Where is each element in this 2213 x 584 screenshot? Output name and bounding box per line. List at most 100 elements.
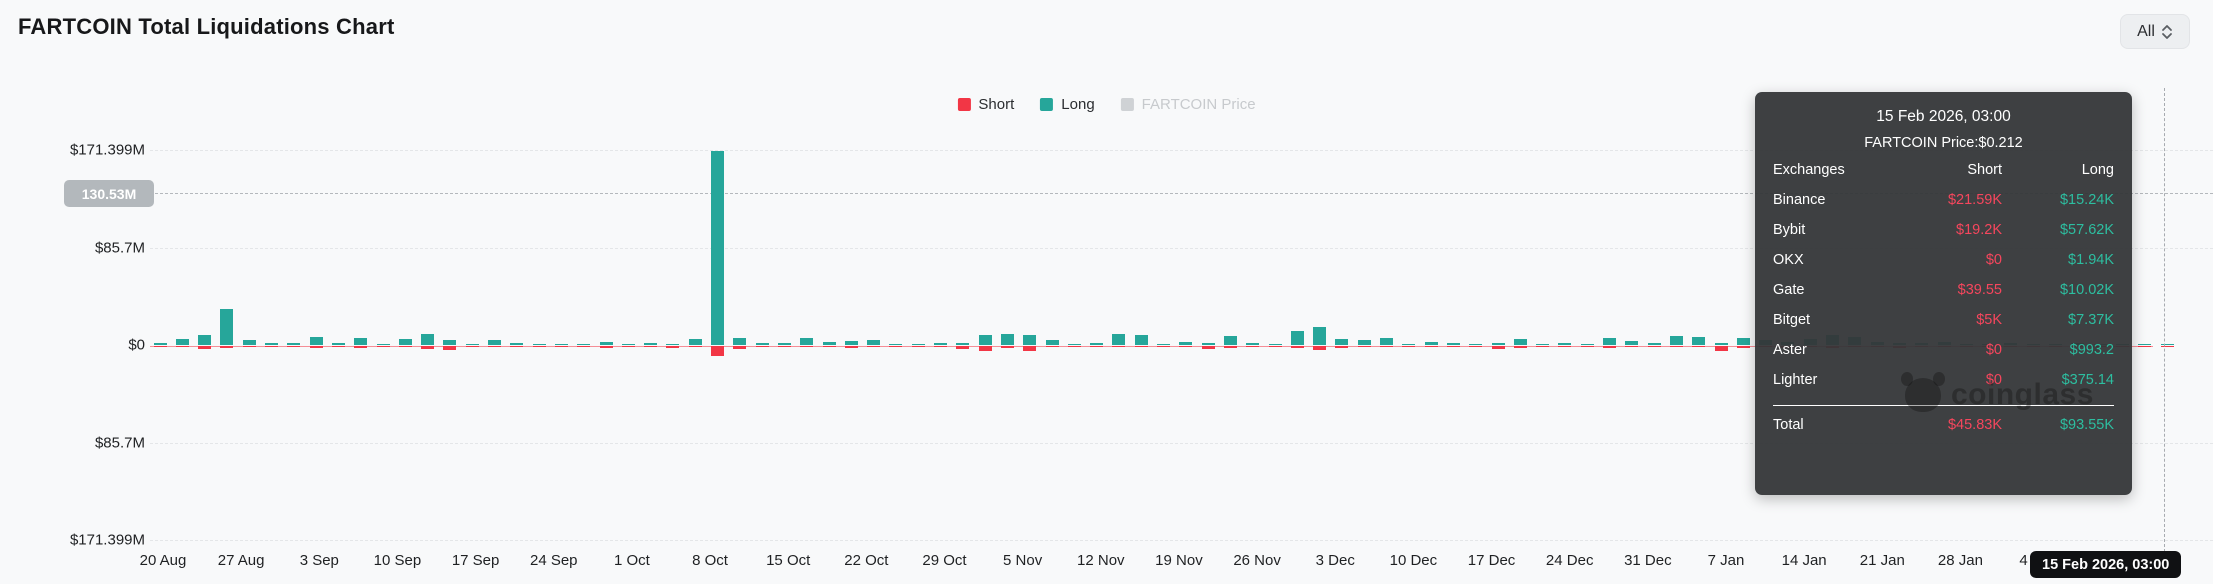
long-bar[interactable]	[956, 343, 970, 345]
long-bar[interactable]	[2160, 344, 2174, 345]
long-bar[interactable]	[265, 343, 278, 345]
short-bar[interactable]	[800, 346, 814, 348]
short-bar[interactable]	[1669, 346, 1683, 348]
short-bar[interactable]	[1513, 346, 1527, 348]
long-bar[interactable]	[599, 341, 613, 345]
short-bar[interactable]	[1313, 346, 1327, 350]
short-bar[interactable]	[2160, 346, 2174, 347]
long-bar[interactable]	[198, 334, 212, 345]
time-range-selector[interactable]: All	[2120, 14, 2190, 49]
long-bar[interactable]	[733, 338, 747, 345]
long-bar[interactable]	[688, 339, 702, 345]
short-bar[interactable]	[153, 346, 167, 347]
long-bar[interactable]	[287, 342, 301, 345]
long-bar[interactable]	[1335, 339, 1349, 345]
short-bar[interactable]	[376, 346, 390, 347]
long-bar[interactable]	[911, 344, 925, 345]
short-bar[interactable]	[1402, 346, 1416, 347]
short-bar[interactable]	[1603, 346, 1616, 348]
short-bar[interactable]	[1692, 346, 1706, 348]
long-bar[interactable]	[1558, 343, 1572, 345]
short-bar[interactable]	[1090, 346, 1104, 347]
long-bar[interactable]	[1179, 342, 1193, 345]
short-bar[interactable]	[978, 346, 992, 352]
long-bar[interactable]	[800, 337, 814, 345]
long-bar[interactable]	[1647, 343, 1661, 345]
short-bar[interactable]	[599, 346, 613, 348]
short-bar[interactable]	[1134, 346, 1148, 348]
short-bar[interactable]	[822, 346, 836, 347]
long-bar[interactable]	[309, 337, 323, 345]
long-bar[interactable]	[488, 340, 501, 345]
long-bar[interactable]	[510, 342, 524, 345]
short-bar[interactable]	[911, 346, 925, 347]
short-bar[interactable]	[331, 346, 345, 347]
long-bar[interactable]	[1223, 335, 1237, 345]
short-bar[interactable]	[688, 346, 702, 348]
long-bar[interactable]	[1491, 343, 1505, 345]
long-bar[interactable]	[621, 344, 635, 345]
long-bar[interactable]	[1157, 343, 1170, 345]
long-bar[interactable]	[1402, 343, 1416, 345]
short-bar[interactable]	[1424, 346, 1438, 347]
short-bar[interactable]	[488, 346, 501, 347]
short-bar[interactable]	[242, 346, 256, 348]
long-bar[interactable]	[1536, 344, 1550, 345]
legend-item-short[interactable]: Short	[957, 96, 1014, 113]
long-bar[interactable]	[1000, 334, 1014, 345]
long-bar[interactable]	[978, 334, 992, 345]
long-bar[interactable]	[153, 343, 167, 345]
short-bar[interactable]	[1357, 346, 1371, 348]
long-bar[interactable]	[175, 339, 189, 345]
short-bar[interactable]	[644, 346, 658, 348]
short-bar[interactable]	[733, 346, 747, 349]
short-bar[interactable]	[867, 346, 881, 347]
long-bar[interactable]	[1625, 341, 1639, 345]
short-bar[interactable]	[443, 346, 457, 350]
long-bar[interactable]	[1469, 344, 1483, 345]
long-bar[interactable]	[844, 341, 858, 345]
short-bar[interactable]	[510, 346, 524, 347]
short-bar[interactable]	[175, 346, 189, 348]
short-bar[interactable]	[1246, 346, 1260, 347]
short-bar[interactable]	[666, 346, 680, 349]
long-bar[interactable]	[532, 343, 546, 345]
long-bar[interactable]	[1380, 338, 1393, 345]
short-bar[interactable]	[956, 346, 970, 350]
long-bar[interactable]	[934, 342, 947, 345]
short-bar[interactable]	[1491, 346, 1505, 349]
short-bar[interactable]	[287, 346, 301, 347]
long-bar[interactable]	[577, 344, 591, 345]
short-bar[interactable]	[1268, 346, 1282, 347]
short-bar[interactable]	[1157, 346, 1170, 347]
long-bar[interactable]	[220, 308, 234, 345]
long-bar[interactable]	[1246, 343, 1260, 345]
long-bar[interactable]	[421, 333, 435, 345]
long-bar[interactable]	[554, 344, 568, 345]
short-bar[interactable]	[844, 346, 858, 348]
short-bar[interactable]	[198, 346, 212, 349]
long-bar[interactable]	[1603, 338, 1616, 345]
long-bar[interactable]	[1714, 342, 1728, 345]
short-bar[interactable]	[1000, 346, 1014, 348]
long-bar[interactable]	[1313, 326, 1327, 345]
short-bar[interactable]	[554, 346, 568, 347]
long-bar[interactable]	[867, 340, 881, 345]
short-bar[interactable]	[265, 346, 278, 347]
short-bar[interactable]	[1736, 346, 1750, 348]
short-bar[interactable]	[1469, 346, 1483, 347]
short-bar[interactable]	[621, 346, 635, 347]
short-bar[interactable]	[777, 346, 791, 348]
long-bar[interactable]	[1357, 339, 1371, 345]
short-bar[interactable]	[1446, 346, 1460, 347]
short-bar[interactable]	[1536, 346, 1550, 347]
short-bar[interactable]	[1647, 346, 1661, 347]
long-bar[interactable]	[889, 344, 903, 345]
long-bar[interactable]	[331, 343, 345, 345]
long-bar[interactable]	[1067, 344, 1081, 345]
long-bar[interactable]	[1513, 339, 1527, 345]
long-bar[interactable]	[1045, 340, 1059, 345]
long-bar[interactable]	[398, 339, 412, 345]
short-bar[interactable]	[220, 346, 234, 349]
legend-item-long[interactable]: Long	[1040, 96, 1095, 113]
